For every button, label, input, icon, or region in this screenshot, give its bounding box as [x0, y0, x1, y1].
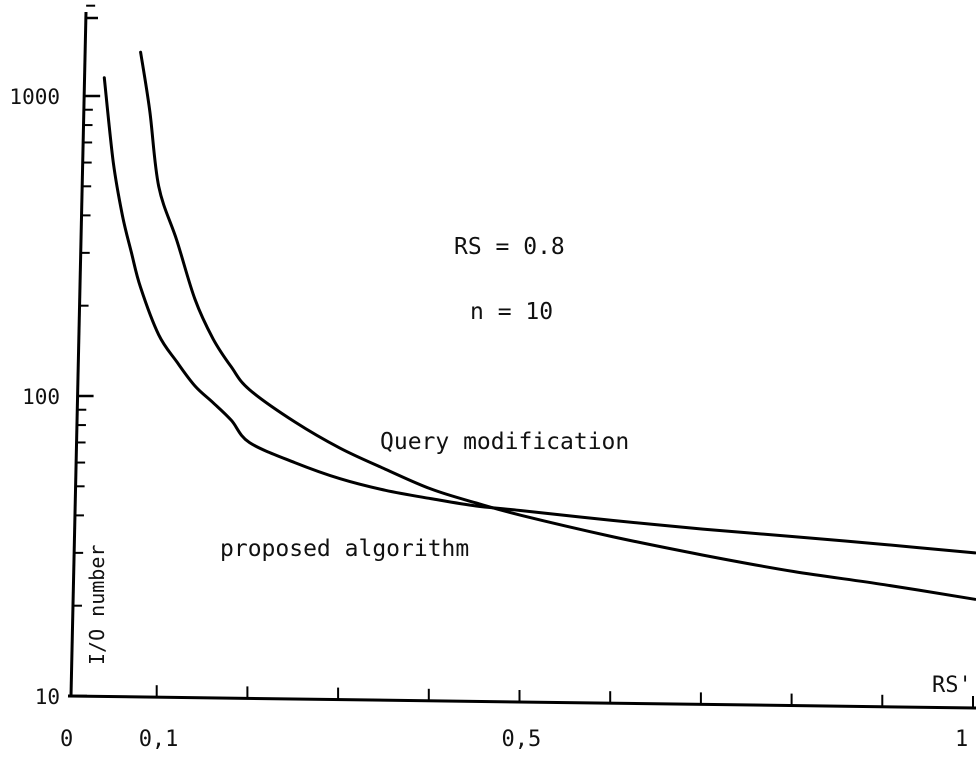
y-axis-line — [69, 11, 88, 697]
x-axis-line — [67, 694, 976, 710]
x-tick-label: 1 — [955, 727, 968, 752]
y-tick-labels: 10 100 1000 — [9, 85, 60, 709]
annotation-n: n = 10 — [470, 299, 553, 325]
y-minor-ticks — [71, 4, 101, 698]
annotation-rs: RS = 0.8 — [454, 234, 565, 260]
x-axis-label: RS' — [932, 673, 972, 698]
series-label-query-modification: Query modification — [380, 429, 629, 455]
y-tick-label: 10 — [35, 685, 60, 709]
series-lines — [102, 50, 976, 601]
x-tick-label: 0,5 — [502, 727, 542, 752]
y-axis-label: I/O number — [85, 545, 109, 665]
x-tick-labels: 0 0,1 0,5 1 — [60, 727, 968, 752]
axes-layer — [67, 11, 976, 710]
series-label-proposed-algorithm: proposed algorithm — [220, 536, 469, 562]
y-tick-label: 100 — [22, 385, 60, 409]
x-ticks — [155, 685, 974, 708]
y-tick-label: 1000 — [9, 85, 60, 109]
series-proposed-algorithm-line — [102, 76, 976, 555]
series-query-modification-line — [139, 50, 976, 601]
x-tick-label: 0 — [60, 727, 73, 752]
x-tick-label: 0,1 — [139, 727, 179, 752]
